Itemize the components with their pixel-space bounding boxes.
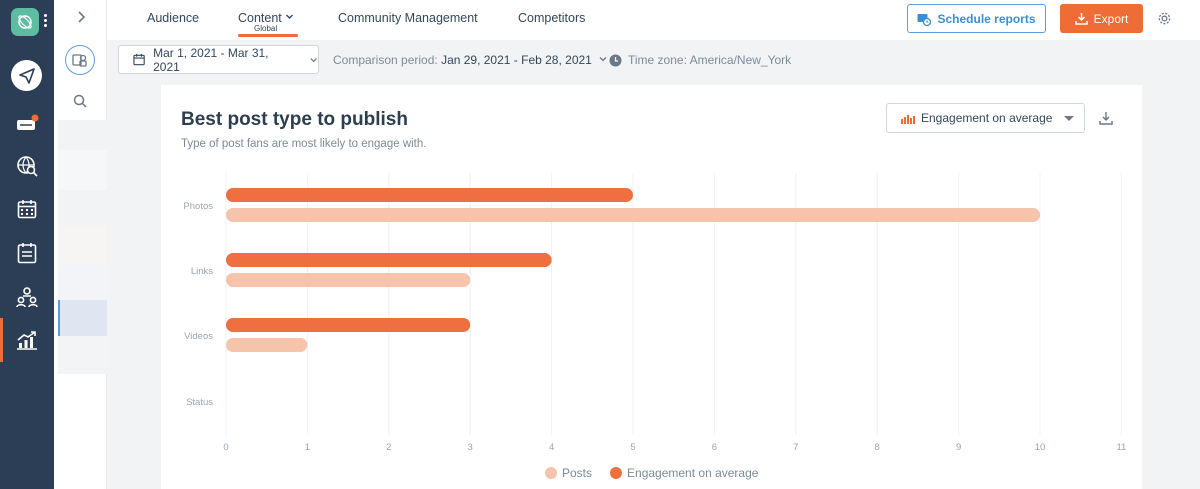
chart-card: Best post type to publish Type of post f…: [161, 85, 1142, 489]
active-indicator: [0, 318, 3, 362]
x-tick-label: 10: [1035, 442, 1046, 453]
x-tick-label: 5: [630, 442, 635, 453]
card-title: Best post type to publish: [181, 109, 408, 130]
analytics-icon[interactable]: [14, 327, 40, 353]
export-button[interactable]: Export: [1060, 4, 1143, 33]
x-tick-label: 8: [875, 442, 880, 453]
legend-label: Engagement on average: [627, 466, 759, 480]
more-icon[interactable]: [44, 14, 48, 29]
legend-swatch: [545, 467, 557, 479]
timezone: Time zone: America/New_York: [609, 53, 791, 67]
x-tick-label: 6: [712, 442, 717, 453]
team-icon[interactable]: [14, 284, 40, 310]
profile-item[interactable]: [58, 190, 107, 225]
bar-chart: 0 1 2 3 4 5 6 7 8 9 10 11 Photos Links Videos Status: [183, 173, 1126, 453]
schedule-icon: [917, 13, 932, 26]
inbox-icon[interactable]: [14, 109, 40, 135]
listening-icon[interactable]: [14, 153, 40, 179]
tab-content-label: Content: [238, 11, 282, 25]
timezone-label: Time zone: America/New_York: [628, 53, 792, 67]
x-tick-label: 1: [305, 442, 310, 453]
download-icon[interactable]: [1099, 111, 1113, 125]
profile-item[interactable]: [58, 336, 107, 374]
comparison-period-label: Comparison period:: [333, 53, 438, 67]
card-subtitle: Type of post fans are most likely to eng…: [181, 138, 427, 150]
publish-icon[interactable]: [11, 60, 42, 91]
secondary-sidebar: [54, 0, 107, 489]
expand-chevron-icon[interactable]: [74, 10, 88, 24]
tab-competitors[interactable]: Competitors: [518, 11, 586, 25]
x-tick-label: 7: [793, 442, 798, 453]
bar-engagement: [226, 253, 552, 267]
caret-down-icon: [1064, 116, 1074, 121]
tab-audience[interactable]: Audience: [147, 11, 200, 25]
x-tick-label: 4: [549, 442, 554, 453]
metric-select[interactable]: Engagement on average: [886, 103, 1085, 133]
x-tick-label: 9: [956, 442, 961, 453]
search-icon[interactable]: [73, 94, 87, 108]
date-range-label: Mar 1, 2021 - Mar 31, 2021: [153, 45, 269, 74]
schedule-reports-button[interactable]: Schedule reports: [907, 4, 1046, 33]
bar-posts: [226, 273, 471, 287]
tab-community-management[interactable]: Community Management: [338, 11, 478, 25]
category-label: Status: [186, 397, 213, 408]
calendar-icon[interactable]: [14, 196, 40, 222]
x-tick-label: 0: [223, 442, 228, 453]
date-range-picker[interactable]: Mar 1, 2021 - Mar 31, 2021: [118, 45, 319, 74]
bar-posts: [226, 338, 308, 352]
profile-item[interactable]: [58, 225, 107, 265]
calendar-icon: [133, 53, 145, 66]
clock-icon: [609, 54, 622, 66]
legend-label: Posts: [562, 466, 593, 480]
bar-chart-icon: [901, 114, 915, 124]
comparison-period[interactable]: Comparison period: Jan 29, 2021 - Feb 28…: [333, 53, 608, 67]
category-label: Photos: [183, 201, 213, 212]
bar-engagement: [226, 188, 633, 202]
download-icon: [1074, 13, 1088, 25]
tasks-icon[interactable]: [14, 240, 40, 266]
x-tick-label: 3: [468, 442, 473, 453]
export-label: Export: [1093, 11, 1129, 26]
x-tick-label: 11: [1116, 442, 1126, 453]
tab-content[interactable]: Content: [238, 11, 294, 25]
active-tab-underline: [238, 34, 298, 37]
comparison-period-value: Jan 29, 2021 - Feb 28, 2021: [441, 53, 592, 67]
chevron-down-icon: [286, 14, 294, 19]
profile-group-icon[interactable]: [65, 45, 95, 75]
chevron-down-icon: [310, 57, 317, 62]
legend-swatch: [610, 467, 623, 479]
metric-select-label: Engagement on average: [921, 111, 1053, 125]
bar-engagement: [226, 318, 471, 332]
legend-item-engagement[interactable]: Engagement on average: [610, 466, 758, 480]
main-sidebar: [0, 0, 54, 489]
profile-item[interactable]: [58, 150, 107, 190]
chevron-down-icon: [599, 57, 607, 62]
chart-legend: Posts Engagement on average: [545, 466, 758, 480]
profile-item-selected[interactable]: [58, 300, 107, 336]
tab-content-sublabel: Global: [254, 24, 278, 33]
profile-item[interactable]: [58, 265, 107, 300]
x-tick-label: 2: [386, 442, 391, 453]
schedule-reports-label: Schedule reports: [937, 11, 1036, 26]
category-label: Videos: [184, 331, 213, 342]
app-logo-icon[interactable]: [11, 8, 39, 36]
category-label: Links: [191, 266, 213, 277]
legend-item-posts[interactable]: Posts: [545, 466, 592, 480]
gear-icon[interactable]: [1157, 11, 1172, 26]
profile-item[interactable]: [58, 120, 107, 150]
bar-posts: [226, 208, 1040, 222]
